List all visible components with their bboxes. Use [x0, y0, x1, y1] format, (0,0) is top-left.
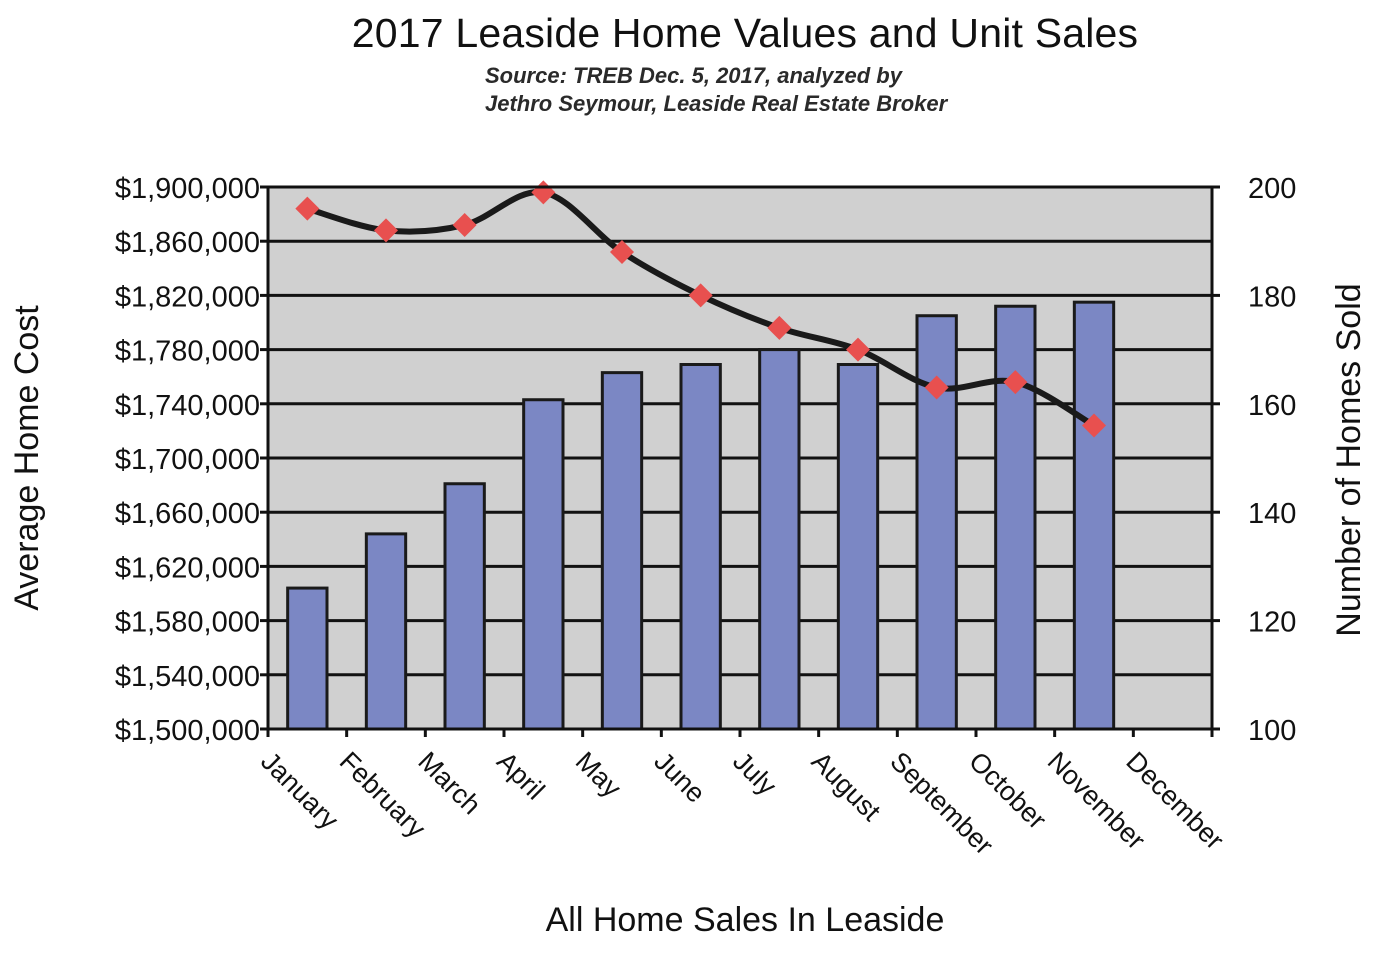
x-tick-label: August [806, 746, 887, 827]
right-axis-tick-labels: 100 120 140 160 180 200 [1248, 173, 1296, 747]
marker-march [452, 212, 477, 237]
x-tick-label: June [648, 746, 711, 809]
left-tick-label: $1,660,000 [115, 498, 260, 530]
left-tick-label: $1,700,000 [115, 444, 260, 476]
bar-july [758, 348, 801, 731]
left-axis-title: Average Home Cost [8, 305, 46, 611]
right-tick-label: 160 [1248, 390, 1296, 422]
right-tick-label: 180 [1248, 281, 1296, 313]
left-tick-label: $1,500,000 [115, 715, 260, 747]
source-line-1: Source: TREB Dec. 5, 2017, analyzed by [485, 63, 902, 88]
right-tick-label: 120 [1248, 607, 1296, 639]
marker-october [1003, 370, 1028, 395]
bar-april [522, 398, 565, 731]
source-line-2: Jethro Seymour, Leaside Real Estate Brok… [485, 91, 948, 116]
left-tick-label: $1,580,000 [115, 607, 260, 639]
left-tick-label: $1,780,000 [115, 336, 260, 368]
marker-june [688, 283, 713, 308]
left-tick-label: $1,620,000 [115, 552, 260, 584]
right-tick-label: 100 [1248, 715, 1296, 747]
marker-july [767, 315, 792, 340]
x-tick-label: March [412, 746, 486, 820]
x-tick-label: February [334, 746, 432, 844]
chart-source-note: Source: TREB Dec. 5, 2017, analyzed by J… [485, 62, 947, 118]
bar-august [836, 363, 880, 731]
x-axis-title: All Home Sales In Leaside [546, 901, 945, 939]
bar-series [286, 300, 1116, 731]
bar-january [286, 586, 329, 731]
bar-november [1072, 300, 1116, 731]
bar-march [443, 482, 486, 731]
x-tick-label: July [727, 746, 783, 802]
bar-february [364, 532, 408, 731]
marker-may [610, 240, 634, 265]
axes [260, 185, 1220, 737]
x-tick-label: April [491, 746, 550, 805]
marker-february [374, 218, 398, 243]
x-tick-label: January [255, 746, 344, 835]
left-tick-label: $1,860,000 [115, 227, 260, 259]
marker-september [924, 375, 949, 400]
right-tick-label: 200 [1248, 173, 1296, 205]
left-tick-label: $1,540,000 [115, 661, 260, 693]
marker-august [846, 337, 870, 362]
marker-november [1082, 413, 1106, 438]
right-axis-title: Number of Homes Sold [1330, 283, 1368, 636]
bar-october [994, 304, 1037, 731]
left-axis-tick-labels: $1,500,000 $1,540,000 $1,580,000 $1,620,000… [115, 173, 260, 747]
left-tick-label: $1,820,000 [115, 281, 260, 313]
marker-january [295, 196, 320, 221]
x-tick-label: May [570, 746, 628, 804]
line-markers [295, 180, 1106, 438]
left-tick-label: $1,740,000 [115, 390, 260, 422]
bar-may [600, 371, 644, 731]
right-tick-label: 140 [1248, 498, 1296, 530]
chart-title: 2017 Leaside Home Values and Unit Sales [351, 10, 1139, 56]
left-tick-label: $1,900,000 [115, 173, 260, 205]
bar-june [679, 363, 722, 731]
